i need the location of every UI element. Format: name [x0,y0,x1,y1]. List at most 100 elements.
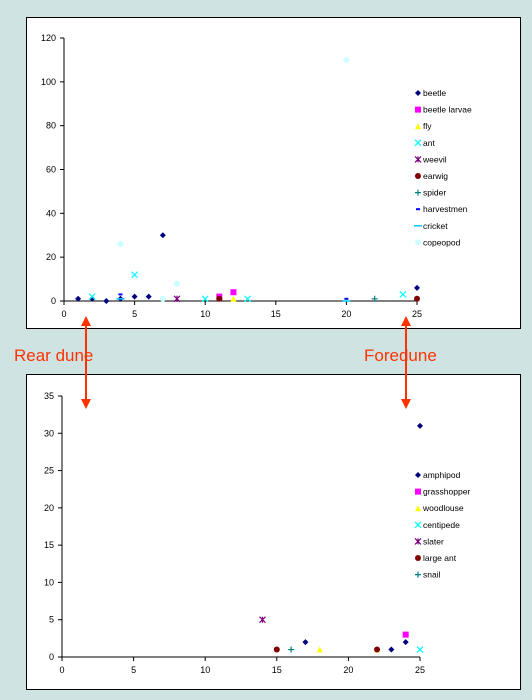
legend-label: woodlouse [422,503,464,513]
data-point [117,241,124,248]
data-point [316,646,323,653]
legend-label: weevil [422,154,447,164]
legend-marker [415,106,421,113]
series-spider [371,295,378,302]
x-tick-label: 25 [415,665,425,675]
data-point [374,646,381,653]
data-point [103,298,110,304]
data-point [201,295,209,303]
y-tick-label: 20 [44,503,54,513]
series-slater [259,616,266,624]
legend-marker [415,472,421,478]
legend-marker [415,571,421,578]
data-point [343,56,350,63]
x-tick-label: 10 [200,665,210,675]
data-point [417,422,423,429]
y-tick-label: 20 [46,252,56,262]
legend-label: copeopod [423,237,461,247]
data-point [131,271,139,279]
y-tick-label: 5 [49,615,54,625]
foredune-label: Foredune [364,346,437,365]
x-tick-label: 20 [341,309,351,319]
data-point [173,280,180,287]
legend-label: earwig [423,171,448,181]
data-point [402,631,409,638]
rear-dune-label: Rear dune [14,346,94,365]
legend-label: slater [423,536,444,546]
y-tick-label: 100 [41,77,56,87]
legend-marker [414,155,422,163]
x-tick-label: 5 [132,309,137,319]
data-point [388,646,395,653]
data-point [414,284,420,291]
series-centipede [416,646,424,653]
legend-label: fly [423,121,432,131]
data-point [230,295,237,302]
legend-marker [414,537,422,545]
y-tick-label: 0 [51,296,56,306]
legend-label: large ant [423,553,457,563]
legend-marker [414,139,422,147]
data-point [416,646,424,653]
legend-label: beetle [423,88,446,98]
series-grasshopper [402,631,409,638]
x-tick-label: 20 [343,665,353,675]
x-tick-label: 15 [272,665,282,675]
legend: amphipod grasshopper woodlouse centipede sla… [414,470,470,580]
data-point [259,616,266,624]
legend-marker [415,505,421,512]
y-tick-label: 15 [44,540,54,550]
series-snail [288,646,295,653]
x-tick-label: 10 [200,309,210,319]
legend-label: spider [423,188,446,198]
data-point [159,232,166,239]
data-point [216,295,223,302]
data-point [288,646,295,653]
legend-marker [415,173,421,179]
data-point [173,295,181,303]
legend-marker [415,123,421,130]
data-point [402,639,409,646]
series-copeopod [117,56,350,302]
data-point [244,295,251,303]
data-point [131,293,138,300]
y-tick-label: 60 [46,165,56,175]
top-scatter-chart: 0 20 40 60 80 100 120 0 5 10 15 20 25 beetle beetle la… [41,33,472,319]
data-point [88,293,96,301]
y-tick-label: 40 [46,208,56,218]
legend-label: ant [423,138,435,148]
y-tick-label: 120 [41,33,56,43]
legend-marker [415,239,421,246]
legend-marker [415,488,421,495]
y-tick-label: 10 [44,577,54,587]
data-point [159,295,166,302]
series-woodlouse [316,646,381,653]
legend-label: beetle larvae [423,105,472,115]
legend: beetle beetle larvae fly ant weevil earwig spi… [414,88,472,247]
legend-label: harvestmen [423,204,468,214]
y-tick-label: 30 [44,428,54,438]
bottom-chart-frame: 0 5 10 15 20 25 30 35 0 5 10 15 20 25 amphipod grasshop… [26,374,521,690]
series-fly [230,295,237,302]
x-tick-label: 25 [412,309,422,319]
series-cricket [116,298,351,302]
data-point [230,289,237,296]
y-tick-label: 35 [44,391,54,401]
x-tick-label: 0 [59,665,64,675]
data-point [414,295,420,302]
series-amphipod [302,422,423,653]
legend-label: snail [423,570,441,580]
legend-label: cricket [423,221,448,231]
x-tick-label: 0 [61,309,66,319]
data-point [273,646,280,653]
data-point [399,291,407,298]
y-tick-label: 25 [44,466,54,476]
x-tick-label: 15 [271,309,281,319]
legend-label: grasshopper [423,487,470,497]
series-beetle [75,232,420,304]
legend-marker [415,189,421,196]
data-point [302,639,309,646]
x-tick-label: 5 [131,665,136,675]
series-harvestmen [118,293,349,300]
legend-marker [414,521,422,529]
